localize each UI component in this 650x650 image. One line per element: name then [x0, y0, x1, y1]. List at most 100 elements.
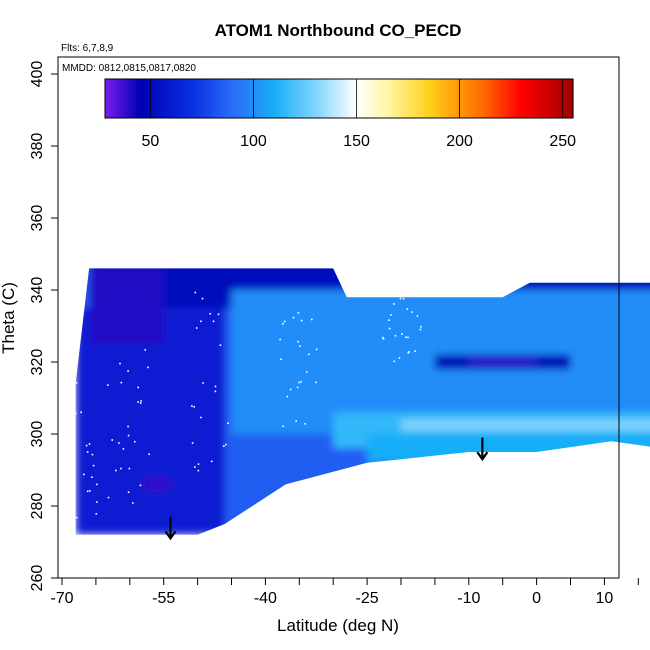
sample-point [297, 312, 300, 314]
sample-point [209, 313, 211, 315]
colorbar-swatch [565, 79, 570, 118]
colorbar-swatch [346, 79, 352, 118]
sample-point [127, 370, 129, 372]
colorbar-swatch [389, 79, 395, 118]
sample-point [282, 323, 284, 325]
colorbar-swatch [405, 79, 410, 118]
sample-point [122, 448, 125, 450]
sample-point [388, 319, 390, 321]
colorbar-tick-label: 50 [141, 133, 159, 150]
field-region-7 [89, 268, 164, 344]
sample-point [72, 397, 74, 399]
colorbar-swatch [257, 79, 262, 118]
colorbar-swatch [206, 79, 211, 118]
field-region-4 [367, 434, 650, 463]
y-tick-label: 380 [29, 133, 46, 160]
colorbar-swatch [534, 79, 539, 118]
sample-point [195, 327, 198, 329]
sample-point [120, 381, 123, 384]
colorbar-swatch [136, 79, 141, 118]
sample-point [118, 442, 120, 444]
sample-point [144, 349, 146, 351]
colorbar-swatch [296, 79, 301, 118]
sample-point [147, 366, 149, 369]
sample-point [193, 406, 195, 408]
colorbar-swatch [319, 79, 324, 118]
colorbar-swatch [452, 79, 457, 118]
sample-point [127, 425, 129, 428]
sample-point [80, 411, 82, 414]
colorbar-swatch [467, 79, 473, 118]
sample-point [137, 401, 139, 403]
sample-point [388, 327, 391, 330]
colorbar-swatch [222, 79, 227, 118]
y-tick-label: 360 [29, 205, 46, 232]
sample-point [89, 490, 91, 492]
colorbar-swatch [459, 79, 465, 118]
sample-point [223, 445, 225, 447]
sample-point [212, 320, 215, 323]
sample-point [311, 318, 313, 321]
colorbar-swatch [280, 79, 285, 118]
sample-point [414, 350, 416, 352]
colorbar-swatch [413, 79, 418, 118]
colorbar-swatch [475, 79, 480, 118]
sample-point [191, 405, 193, 407]
x-tick-label: -40 [254, 590, 277, 607]
sample-point [202, 382, 204, 384]
colorbar-frame [104, 78, 574, 119]
colorbar-swatch [210, 79, 215, 118]
colorbar-swatch [483, 79, 488, 118]
colorbar-swatch [175, 79, 180, 118]
colorbar-swatch [432, 79, 438, 118]
sample-point [128, 467, 131, 470]
colorbar-swatch [487, 79, 492, 118]
colorbar-swatch [268, 79, 274, 118]
colorbar-swatch [569, 79, 574, 118]
colorbar-swatch [420, 79, 426, 118]
sample-point [419, 328, 422, 331]
colorbar-swatch [116, 79, 122, 118]
x-tick-label: -55 [152, 590, 175, 607]
y-tick-label: 400 [29, 61, 46, 88]
flight-arrows [164, 437, 489, 541]
y-tick-label: 320 [29, 349, 46, 376]
sample-point [127, 434, 130, 437]
sample-point [402, 297, 405, 300]
colorbar-swatch [428, 79, 434, 118]
chart-title: ATOM1 Northbound CO_PECD [215, 21, 462, 40]
field-region-9 [468, 358, 537, 366]
colorbar-swatch [541, 79, 547, 118]
sample-point [298, 381, 300, 384]
colorbar-swatch [522, 79, 527, 118]
x-tick-label: 0 [532, 590, 541, 607]
sample-point [139, 484, 142, 487]
sample-point [191, 442, 194, 444]
sample-point [407, 336, 409, 339]
colorbar-swatch [440, 79, 445, 118]
colorbar-swatch [463, 79, 469, 118]
colorbar-swatch [105, 79, 110, 118]
sample-point [297, 340, 299, 343]
sample-point [382, 338, 385, 340]
sample-point [107, 384, 109, 386]
flight-arrow-2 [476, 437, 489, 462]
sample-point [210, 460, 213, 463]
colorbar-swatch [186, 79, 192, 118]
colorbar-swatch [495, 79, 500, 118]
sample-point [390, 314, 392, 316]
colorbar-swatch [424, 79, 430, 118]
sample-point [134, 440, 136, 443]
sample-point [88, 443, 91, 445]
sample-point [91, 476, 93, 478]
sample-point [119, 362, 121, 365]
colorbar-swatch [155, 79, 161, 118]
colorbar-swatch [214, 79, 219, 118]
sample-point [201, 297, 204, 300]
colorbar-swatch [300, 79, 305, 118]
sample-point [315, 381, 317, 384]
colorbar-swatch [545, 79, 551, 118]
colorbar-swatch [202, 79, 207, 118]
plot-frame [57, 56, 620, 579]
